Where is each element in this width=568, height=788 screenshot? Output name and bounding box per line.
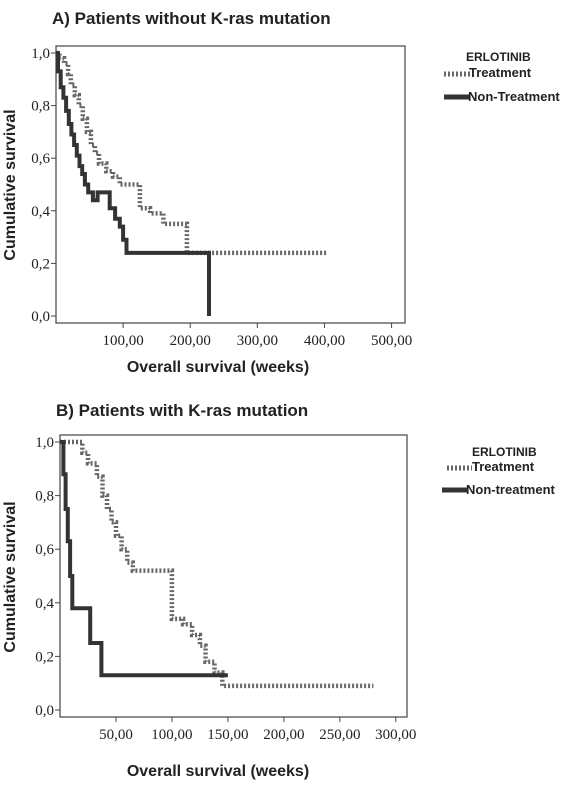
panel-b-y-tick-label: 0,0 (35, 703, 54, 719)
panel-a-legend-title: ERLOTINIB (466, 50, 531, 64)
panel-b-x-tick-label: 150,00 (207, 727, 248, 743)
panel-b-legend-title: ERLOTINIB (472, 445, 537, 459)
panel-a-y-tick-label: 0,4 (31, 204, 50, 220)
panel-b-legend-label-non-treatment: Non-treatment (466, 482, 556, 497)
panel-b-axes: 0,0 0,2 0,4 0,6 0,8 1,0 50,00 100,00 150,00 200,0… (35, 435, 416, 743)
panel-a-title: A) Patients without K-ras mutation (52, 9, 331, 28)
panel-b-x-tick-label: 100,00 (151, 727, 192, 743)
panel-a-series-treatment-line (56, 50, 328, 256)
panel-a-plot-frame (55, 45, 406, 324)
panel-a-y-axis-label: Cumulative survival (2, 109, 19, 260)
panel-a-y-tick-label: 0,8 (31, 99, 50, 115)
panel-a-x-tick-label: 400,00 (304, 333, 345, 349)
panel-a-series-group (56, 50, 328, 316)
panel-b-y-axis-label: Cumulative survival (2, 501, 19, 652)
panel-a-series-non-treatment-line (56, 51, 211, 316)
panel-a-axes: 0,0 0,2 0,4 0,6 0,8 1,0 100,00 200,00 300,00 400,… (31, 46, 412, 349)
panel-b-x-tick-label: 50,00 (99, 727, 133, 743)
panel-a-x-tick-label: 300,00 (237, 333, 278, 349)
panel-a-y-tick-label: 0,6 (31, 151, 50, 167)
panel-b-y-tick-label: 0,2 (35, 649, 54, 665)
panel-b-x-tick-label: 300,00 (375, 727, 416, 743)
panel-b: B) Patients with K-ras mutation 0,00,20,… (2, 401, 556, 780)
panel-b-y-tick-label: 0,6 (35, 542, 54, 558)
panel-a-y-tick-label: 0,0 (31, 309, 50, 325)
panel-b-series-group (60, 439, 374, 689)
panel-b-y-tick-label: 0,8 (35, 489, 54, 505)
panel-a-x-tick-label: 500,00 (371, 333, 412, 349)
panel-a-x-tick-label: 100,00 (102, 333, 143, 349)
panel-b-x-axis-label: Overall survival (weeks) (127, 763, 309, 780)
panel-a-legend-label-non-treatment: Non-Treatment (468, 89, 560, 104)
panel-b-legend-label-treatment: Treatment (472, 459, 535, 474)
panel-b-title: B) Patients with K-ras mutation (56, 401, 308, 420)
panel-a-y-tick-label: 1,0 (31, 46, 50, 62)
panel-a-y-tick-label: 0,2 (31, 256, 50, 272)
panel-a-x-tick-label: 200,00 (170, 333, 211, 349)
panel-a-legend: ERLOTINIB Treatment Non-Treatment (444, 50, 560, 104)
panel-b-plot-frame (59, 434, 408, 718)
panel-b-series-non-treatment-line (60, 440, 228, 678)
panel-b-legend: ERLOTINIB Treatment Non-treatment (442, 445, 556, 497)
panel-a-x-axis-label: Overall survival (weeks) (127, 359, 309, 376)
panel-b-x-tick-label: 250,00 (319, 727, 360, 743)
panel-b-y-tick-label: 0,4 (35, 596, 54, 612)
panel-a: A) Patients without K-ras mutation 0,00,… (2, 9, 560, 376)
panel-a-legend-label-treatment: Treatment (469, 65, 532, 80)
panel-b-series-treatment-line (60, 439, 374, 689)
panel-b-x-tick-label: 200,00 (263, 727, 304, 743)
panel-b-y-tick-label: 1,0 (35, 435, 54, 451)
